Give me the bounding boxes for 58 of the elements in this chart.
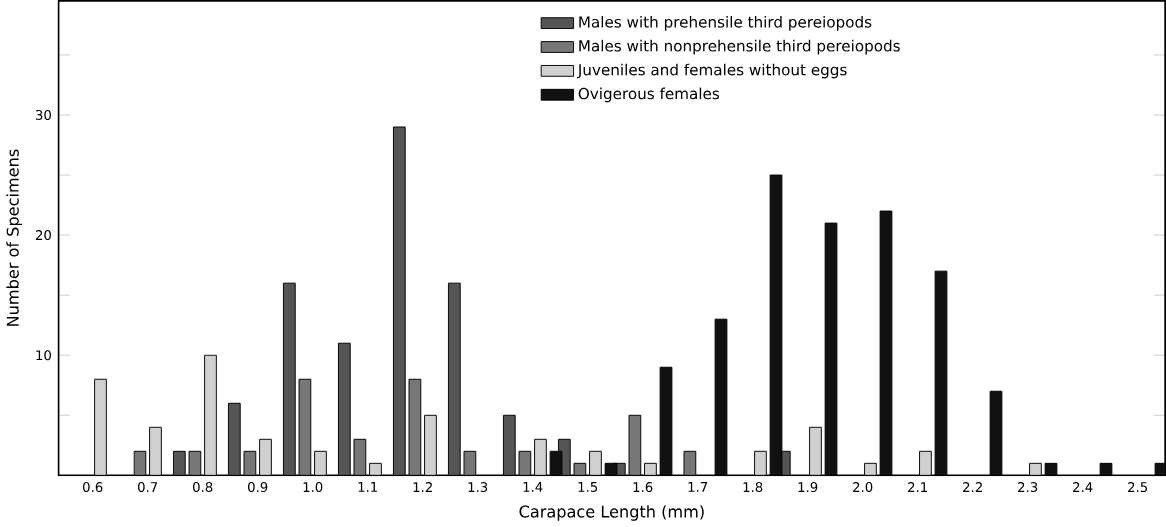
- x-tick-label: 1.4: [523, 482, 543, 492]
- bar: [94, 378, 107, 476]
- x-tick-label: 1.0: [303, 482, 323, 493]
- bar: [1099, 462, 1113, 476]
- bar: [714, 318, 728, 476]
- x-tick-label: 1.1: [358, 482, 378, 492]
- bar: [204, 354, 217, 476]
- x-tick-label: 0.6: [82, 482, 103, 493]
- bar: [447, 282, 461, 476]
- x-tick-label: 1.9: [798, 482, 818, 493]
- bar: [392, 126, 406, 476]
- bar: [1044, 462, 1058, 476]
- bar: [1029, 462, 1042, 476]
- bar: [314, 450, 327, 476]
- x-tick-label: 2.4: [1073, 482, 1093, 492]
- bar: [934, 270, 948, 476]
- x-tick-label: 0.7: [137, 482, 158, 493]
- x-tick-label: 1.7: [688, 482, 708, 492]
- bar: [337, 342, 351, 476]
- bar: [809, 426, 822, 476]
- x-tick-label: 1.2: [413, 482, 432, 492]
- bar: [424, 414, 437, 476]
- x-tick-label: 0.8: [192, 482, 213, 493]
- x-tick-label: 2.3: [1018, 482, 1038, 493]
- bar: [502, 414, 516, 476]
- x-tick-label: 2.1: [908, 482, 928, 492]
- x-tick-label: 1.3: [468, 482, 488, 493]
- x-tick-label: 1.5: [578, 482, 598, 492]
- y-tick-label: 10: [36, 350, 51, 361]
- legend-label: Males with prehensile third pereiopods: [579, 15, 872, 31]
- y-axis-title: Number of Specimens: [6, 149, 22, 326]
- x-axis-title: Carapace Length (mm): [519, 505, 704, 521]
- y-tick-label: 30: [35, 109, 51, 120]
- bar: [659, 366, 673, 476]
- bar: [534, 438, 547, 476]
- bar: [919, 450, 932, 476]
- x-tick-label: 2.0: [853, 482, 873, 493]
- bar: [369, 462, 382, 476]
- bar: [589, 450, 602, 476]
- bar: [259, 438, 272, 476]
- legend-label: Ovigerous females: [578, 87, 720, 103]
- x-tick-label: 1.6: [633, 482, 653, 493]
- x-tick-label: 0.9: [247, 482, 268, 493]
- x-tick-label: 2.5: [1128, 482, 1148, 493]
- legend-label: Males with nonprehensile third pereiopods: [579, 39, 900, 55]
- x-tick-label: 1.8: [743, 482, 763, 493]
- bar: [824, 222, 838, 476]
- bar: [989, 390, 1003, 476]
- bar: [644, 462, 657, 476]
- bar: [864, 462, 877, 476]
- bar: [754, 450, 767, 476]
- bar: [149, 426, 162, 476]
- bar: [282, 282, 296, 476]
- legend-label: Juveniles and females without eggs: [577, 63, 847, 79]
- bar: [879, 210, 893, 476]
- x-tick-label: 2.2: [963, 482, 982, 492]
- y-tick-label: 20: [35, 230, 51, 241]
- bar: [227, 402, 241, 476]
